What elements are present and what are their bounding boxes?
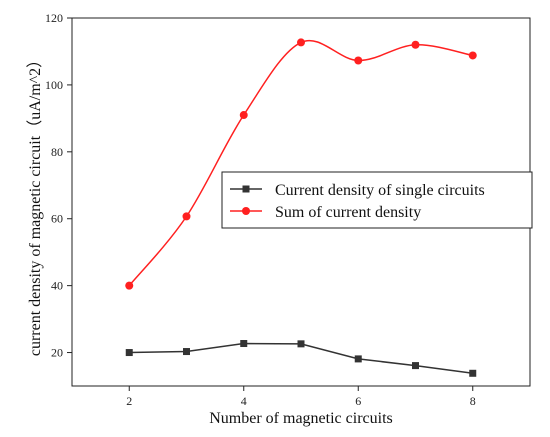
legend-label-single: Current density of single circuits <box>275 182 485 199</box>
x-tick-label: 6 <box>355 394 361 408</box>
data-point-square <box>183 348 190 356</box>
data-point-circle <box>468 51 477 60</box>
legend: Current density of single circuits Sum o… <box>221 171 533 229</box>
x-tick-label: 4 <box>241 394 247 408</box>
y-tick-label: 40 <box>51 279 63 293</box>
data-point-square <box>354 355 362 363</box>
data-point-square <box>125 349 133 357</box>
x-tick-label: 2 <box>126 394 132 408</box>
y-axis-title: current density of magnetic circuit（uA/m… <box>26 52 44 356</box>
data-point-circle <box>411 40 420 49</box>
data-point-circle <box>182 212 191 221</box>
y-tick-label: 60 <box>51 212 63 226</box>
series-line-1 <box>128 39 473 287</box>
series-layer <box>125 38 477 377</box>
x-axis-title: Number of magnetic circuits <box>209 410 393 427</box>
y-tick-label: 120 <box>45 11 63 25</box>
y-tick-label: 100 <box>45 78 63 92</box>
y-tick-label: 20 <box>51 346 63 360</box>
legend-marker-square <box>242 185 250 193</box>
y-tick-label: 80 <box>51 145 63 159</box>
axes: 20 40 60 80 100 120 2 4 6 8 <box>45 11 476 408</box>
series-line-0 <box>129 342 473 375</box>
data-point-square <box>297 340 305 348</box>
data-point-square <box>240 340 248 348</box>
legend-label-sum: Sum of current density <box>275 204 421 221</box>
legend-marker-circle <box>242 207 250 215</box>
data-point-circle <box>239 111 248 120</box>
data-point-circle <box>125 281 134 290</box>
data-point-circle <box>354 56 363 65</box>
data-point-square <box>412 362 419 370</box>
legend-box <box>221 171 533 229</box>
data-point-square <box>469 369 477 377</box>
data-point-circle <box>297 38 305 47</box>
x-tick-label: 8 <box>470 394 476 408</box>
